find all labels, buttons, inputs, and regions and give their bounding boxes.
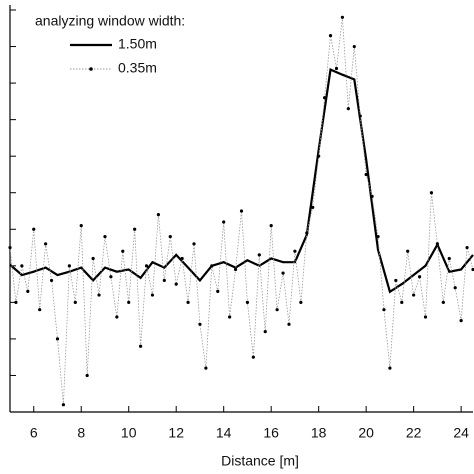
data-point <box>239 209 244 213</box>
data-point <box>459 319 463 323</box>
x-tick-label: 12 <box>168 425 184 441</box>
data-point <box>44 242 48 246</box>
data-point <box>287 322 291 326</box>
data-point <box>168 234 172 239</box>
x-tick-label: 24 <box>453 425 469 441</box>
data-point <box>174 282 178 286</box>
data-point <box>423 315 428 319</box>
data-point <box>79 224 83 228</box>
data-point <box>400 300 404 304</box>
x-tick-label: 8 <box>77 425 85 441</box>
legend-title: analyzing window width: <box>35 13 185 29</box>
x-tick-label: 22 <box>406 425 422 441</box>
data-point <box>162 278 166 283</box>
data-point <box>67 264 71 268</box>
data-point <box>370 194 374 198</box>
data-point <box>32 227 36 231</box>
data-point <box>352 44 356 49</box>
legend-marker <box>89 67 93 71</box>
data-point <box>103 234 107 239</box>
data-point <box>150 293 155 297</box>
data-point <box>73 300 77 304</box>
data-point <box>127 300 131 304</box>
data-point <box>334 66 339 71</box>
data-point <box>109 275 113 279</box>
data-point <box>204 366 208 370</box>
data-point <box>412 293 416 297</box>
data-point <box>186 300 190 304</box>
data-point <box>216 289 220 293</box>
data-point <box>447 256 451 261</box>
data-point <box>233 267 238 272</box>
data-point <box>269 224 273 228</box>
data-point <box>115 315 119 319</box>
data-point <box>49 278 54 283</box>
data-point <box>388 366 392 370</box>
data-point <box>394 278 398 283</box>
data-point <box>364 172 368 177</box>
data-point <box>263 330 267 334</box>
x-axis-label: Distance [m] <box>221 453 299 469</box>
data-point <box>376 234 380 239</box>
data-point <box>429 191 434 195</box>
data-point <box>382 308 386 312</box>
data-point <box>441 300 445 304</box>
data-point <box>61 403 66 407</box>
data-point <box>340 15 345 19</box>
data-point <box>133 227 137 231</box>
legend-label: 0.35m <box>118 60 157 76</box>
data-point <box>144 264 149 268</box>
data-point <box>245 300 250 304</box>
data-point <box>346 107 350 111</box>
data-point <box>97 293 101 297</box>
data-point <box>180 256 184 261</box>
data-point <box>281 271 285 275</box>
data-point <box>85 373 89 378</box>
data-point <box>222 220 226 224</box>
data-point <box>156 213 160 217</box>
data-point <box>417 275 422 279</box>
data-point <box>198 322 202 326</box>
data-point <box>328 33 333 38</box>
data-point <box>20 264 24 268</box>
data-point <box>138 344 143 348</box>
data-point <box>192 242 196 246</box>
data-point <box>453 286 457 290</box>
data-point <box>228 315 232 319</box>
data-point <box>121 249 125 253</box>
data-point <box>406 249 410 253</box>
data-point <box>465 245 469 250</box>
x-tick-label: 14 <box>216 425 232 441</box>
series-line <box>9 68 474 294</box>
x-tick-label: 16 <box>263 425 279 441</box>
data-point <box>358 114 362 118</box>
data-point <box>305 231 309 235</box>
data-point <box>257 253 261 257</box>
data-point <box>91 256 95 261</box>
data-point <box>275 308 279 312</box>
data-point <box>26 289 30 293</box>
x-tick-label: 20 <box>358 425 374 441</box>
data-point <box>299 300 303 304</box>
data-point <box>311 205 315 209</box>
x-tick-label: 6 <box>30 425 38 441</box>
x-tick-label: 10 <box>121 425 137 441</box>
data-point <box>317 154 321 158</box>
data-point <box>293 249 297 253</box>
data-point <box>251 355 255 359</box>
data-point <box>38 308 42 312</box>
data-point <box>14 300 18 304</box>
data-point <box>471 267 474 272</box>
x-tick-label: 18 <box>311 425 327 441</box>
data-point <box>8 245 12 250</box>
data-point <box>323 96 327 100</box>
data-point <box>55 337 60 341</box>
legend-label: 1.50m <box>118 36 157 52</box>
data-point <box>435 242 439 246</box>
data-point <box>210 264 214 268</box>
